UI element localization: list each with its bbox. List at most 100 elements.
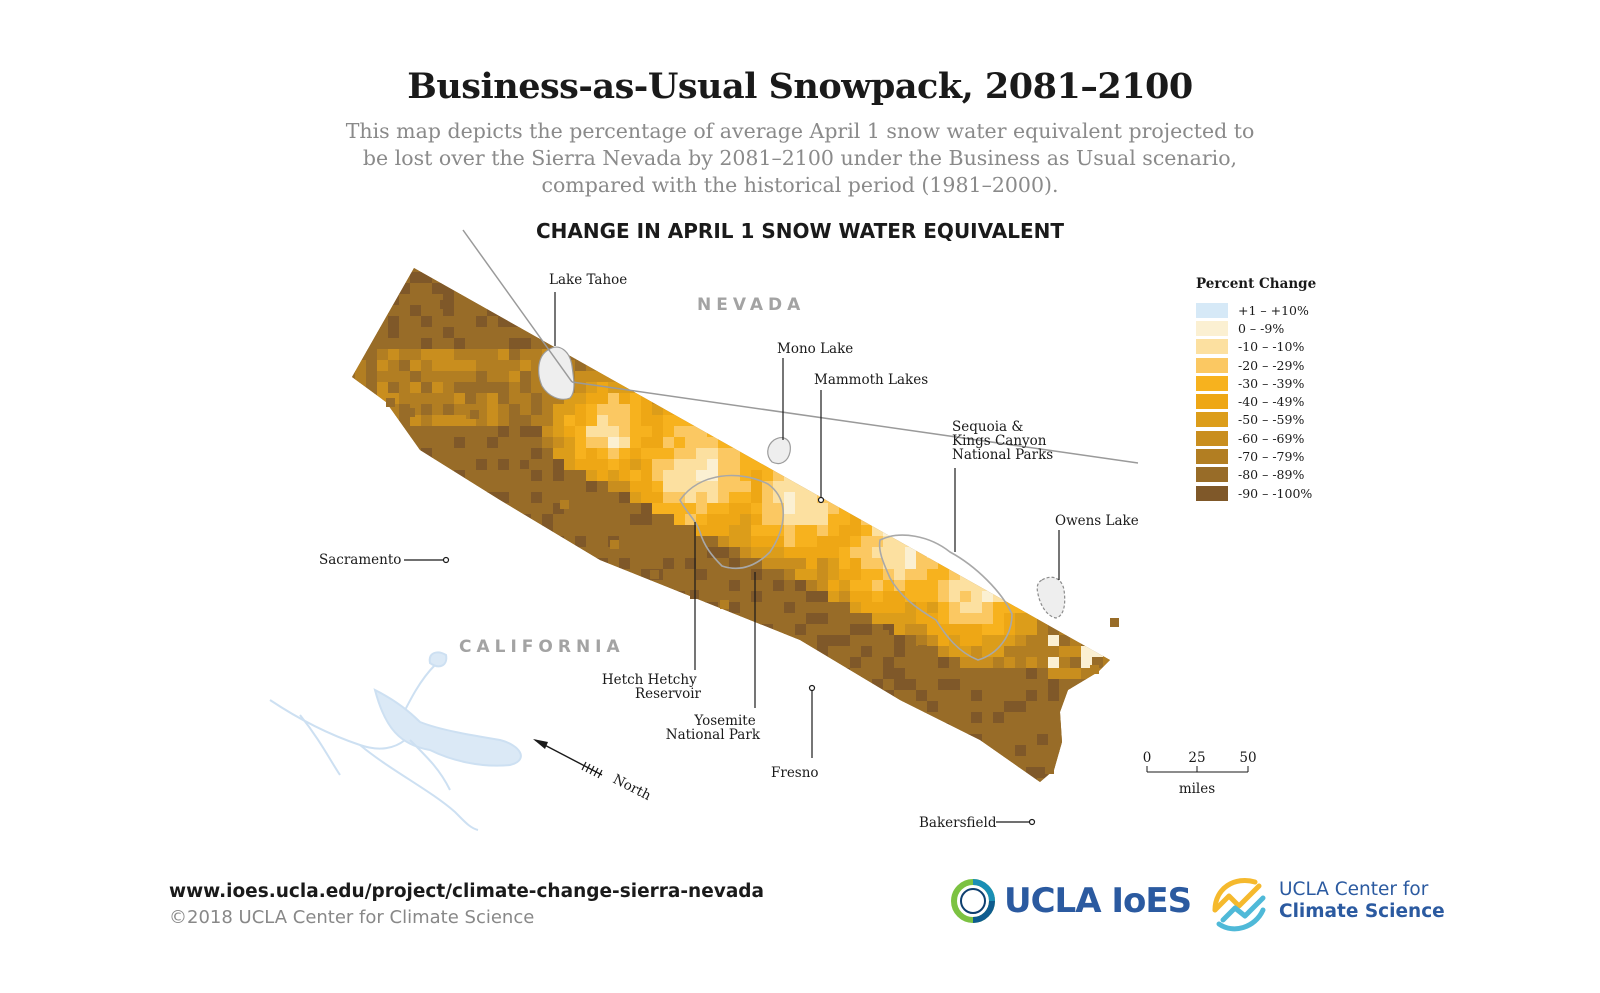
raster-cell [597, 316, 609, 328]
raster-cell [960, 646, 972, 658]
raster-cell [531, 679, 543, 691]
footer-url-link[interactable]: www.ioes.ucla.edu/project/climate-change… [169, 881, 765, 902]
raster-cell [333, 283, 345, 295]
raster-cell [366, 503, 378, 515]
raster-cell [663, 547, 675, 559]
raster-cell [850, 668, 862, 680]
raster-cell [652, 580, 664, 592]
raster-cell [696, 250, 708, 262]
raster-cell [740, 591, 752, 603]
raster-cell [872, 316, 884, 328]
raster-cell [784, 415, 796, 427]
raster-cell [487, 470, 499, 482]
raster-cell [762, 371, 774, 383]
raster-cell [971, 723, 983, 735]
raster-cell [1015, 756, 1027, 768]
raster-cell [993, 525, 1005, 537]
raster-cell [410, 613, 422, 625]
raster-cell [894, 646, 906, 658]
raster-cell [993, 536, 1005, 548]
raster-cell [352, 305, 356, 317]
raster-cell [388, 459, 400, 471]
raster-cell [311, 668, 323, 680]
raster-cell [960, 250, 972, 262]
raster-cell [476, 503, 488, 515]
raster-cell [718, 635, 730, 647]
raster-cell [663, 316, 675, 328]
raster-cell [454, 613, 466, 625]
raster-cell [960, 613, 972, 625]
raster-cell [850, 558, 862, 570]
raster-cell [1048, 756, 1060, 768]
raster-cell [1136, 723, 1148, 735]
raster-cell [663, 470, 675, 482]
raster-cell [377, 371, 389, 383]
raster-cell [839, 646, 851, 658]
raster-cell [707, 338, 719, 350]
raster-cell [608, 503, 620, 515]
raster-cell [861, 547, 873, 559]
raster-cell [366, 481, 378, 493]
raster-cell [872, 459, 884, 471]
raster-cell [729, 360, 741, 372]
raster-cell [652, 536, 664, 548]
raster-cell [1059, 745, 1071, 757]
raster-cell [300, 657, 312, 669]
raster-cell [839, 536, 851, 548]
raster-cell [300, 481, 312, 493]
raster-cell [927, 591, 939, 603]
raster-cell [520, 338, 532, 350]
raster-cell [982, 646, 994, 658]
raster-cell [388, 404, 400, 416]
raster-cell [817, 569, 829, 581]
raster-cell [1114, 756, 1126, 768]
raster-cell [575, 701, 587, 713]
raster-cell [476, 569, 488, 581]
raster-cell [1048, 800, 1060, 812]
raster-cell [773, 569, 785, 581]
raster-cell [729, 327, 741, 339]
raster-cell [553, 591, 565, 603]
raster-cell [300, 690, 312, 702]
raster-cell [839, 437, 851, 449]
raster-cell [740, 569, 752, 581]
raster-cell [366, 305, 378, 317]
raster-cell [1081, 481, 1093, 493]
raster-cell [311, 382, 323, 394]
raster-cell [454, 514, 466, 526]
raster-cell [685, 415, 697, 427]
raster-cell [806, 503, 818, 515]
raster-cell [718, 360, 730, 372]
raster-cell [795, 437, 807, 449]
raster-cell [586, 492, 598, 504]
raster-cell [586, 679, 598, 691]
raster-cell [421, 602, 433, 614]
raster-cell [839, 459, 851, 471]
raster-cell [1037, 294, 1049, 306]
raster-cell [1048, 701, 1060, 713]
raster-cell [1048, 415, 1060, 427]
raster-stray-cell [1045, 765, 1054, 774]
raster-cell [1147, 569, 1159, 581]
raster-cell [333, 459, 345, 471]
raster-cell [487, 250, 499, 262]
raster-cell [663, 250, 675, 262]
raster-cell [663, 283, 675, 295]
raster-cell [630, 459, 642, 471]
raster-cell [476, 547, 488, 559]
raster-cell [1125, 602, 1137, 614]
raster-cell [498, 536, 510, 548]
raster-cell [1037, 767, 1049, 779]
raster-cell [872, 426, 884, 438]
raster-cell [828, 569, 840, 581]
raster-cell [751, 547, 763, 559]
raster-cell [806, 492, 818, 504]
raster-cell [1015, 338, 1027, 350]
raster-cell [905, 272, 917, 284]
raster-cell [641, 360, 653, 372]
raster-cell [355, 778, 367, 782]
raster-cell [333, 657, 345, 669]
raster-cell [498, 514, 510, 526]
raster-cell [1147, 547, 1159, 559]
raster-cell [509, 316, 521, 328]
